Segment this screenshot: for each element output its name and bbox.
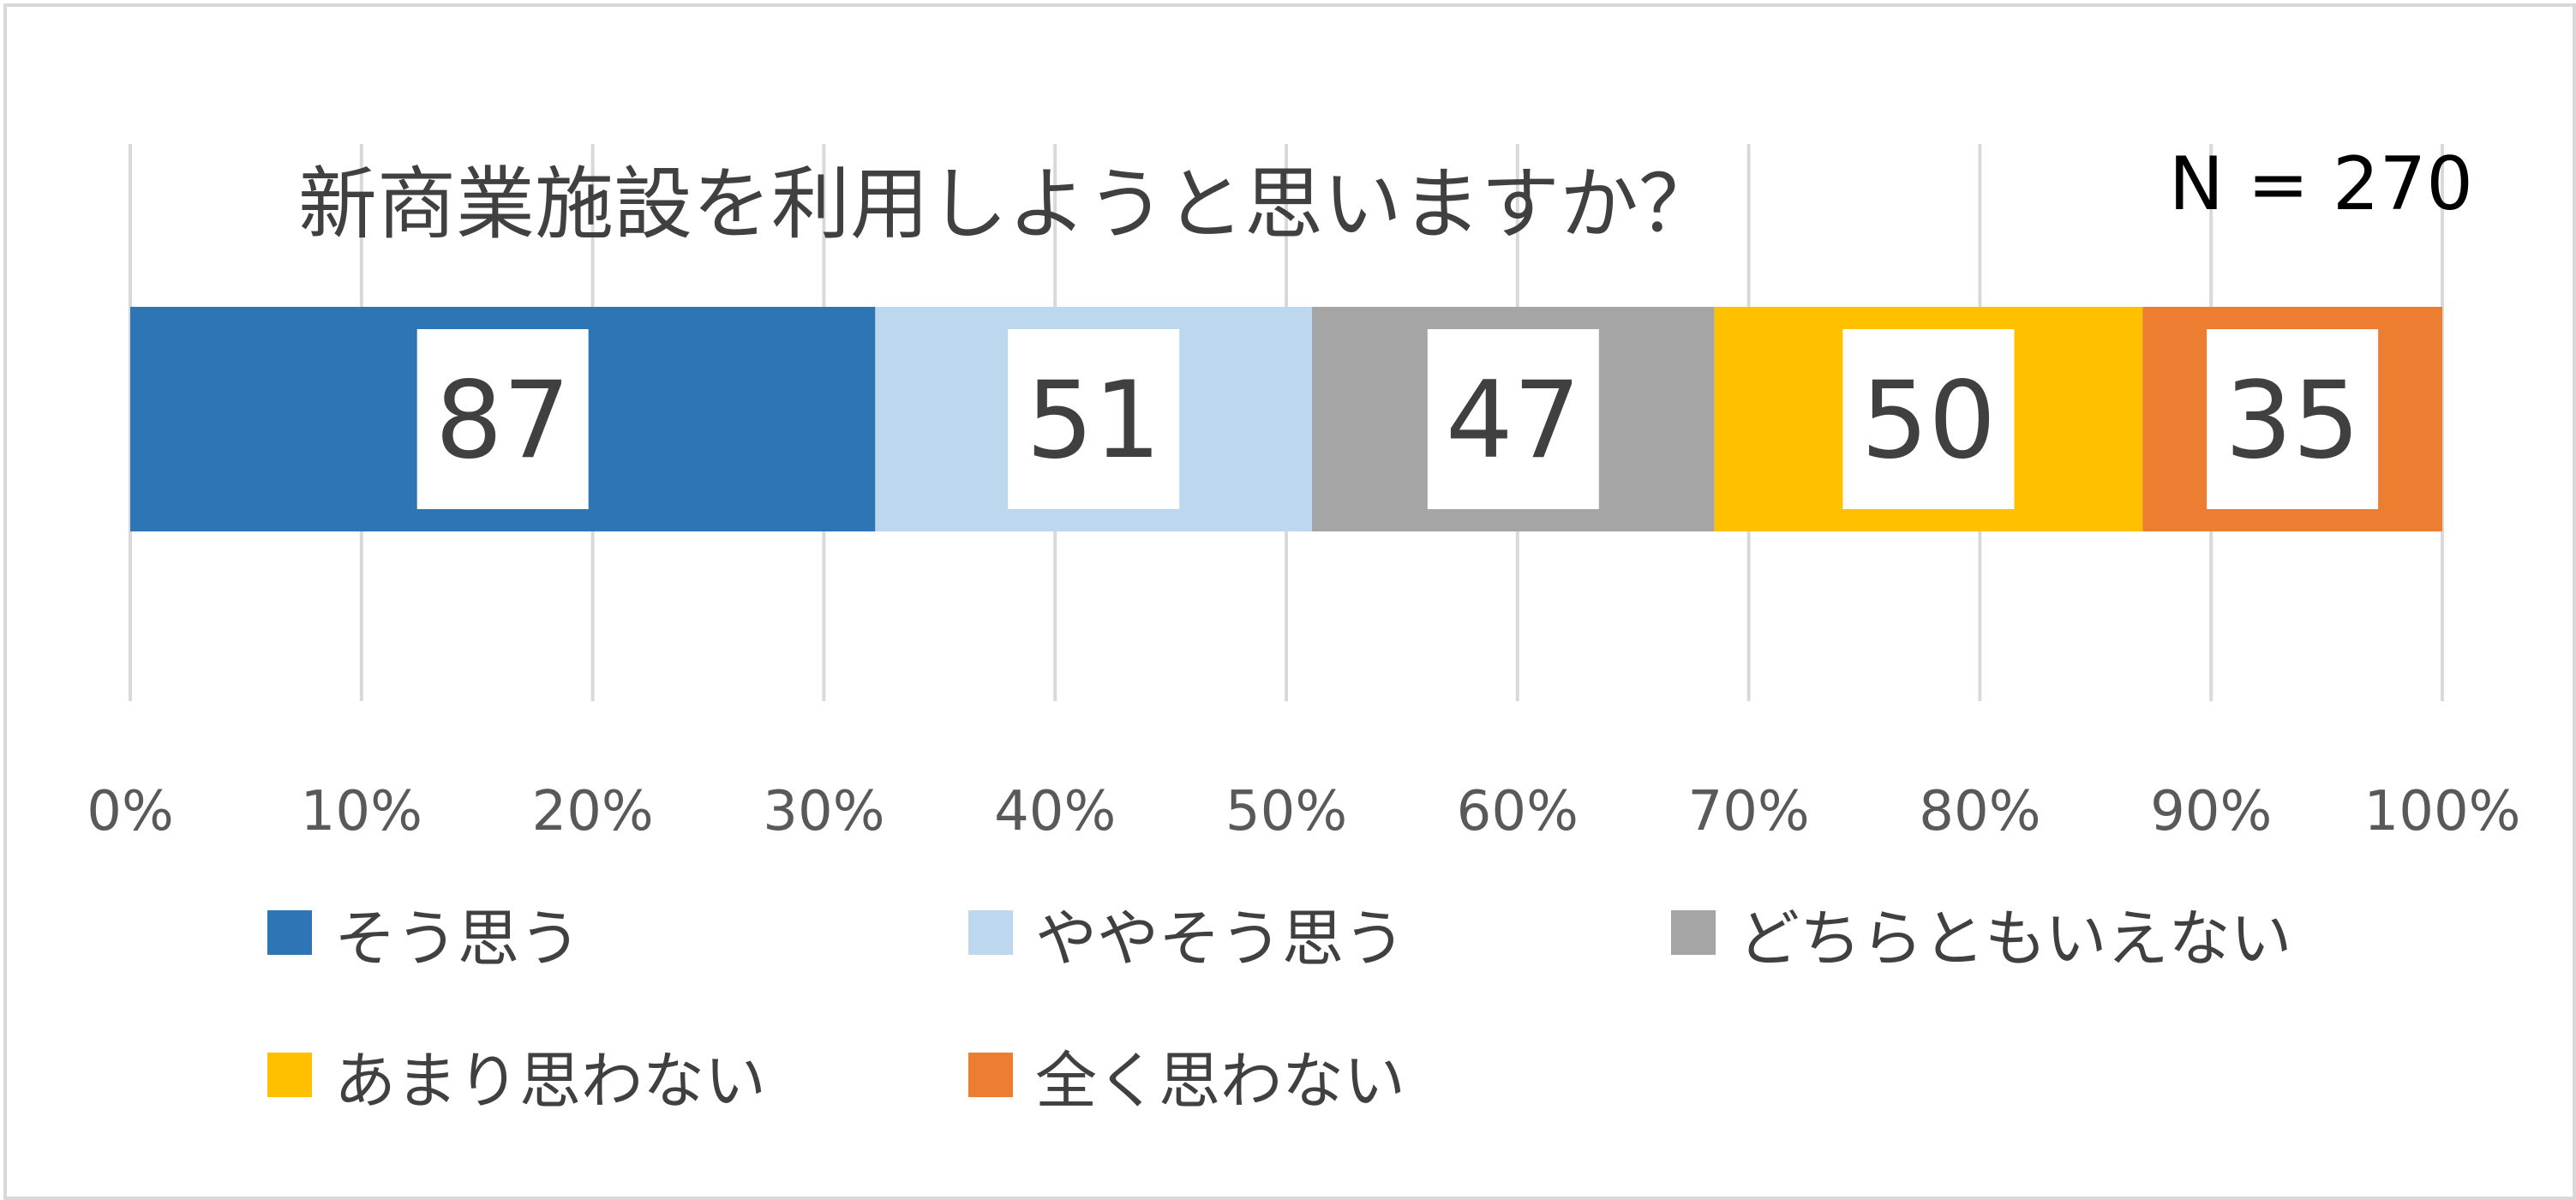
data-label: 47	[1446, 359, 1581, 483]
legend-swatch	[968, 910, 1013, 955]
chart: 87 51 47 50 35 0% 10% 20% 30% 40% 50% 60% 70% 80% 90%…	[87, 141, 2520, 1117]
x-axis-ticks: 0% 10% 20% 30% 40% 50% 60% 70% 80% 90% 100%	[87, 780, 2520, 843]
x-tick-label: 40%	[994, 780, 1116, 843]
legend-label: ややそう思う	[1035, 903, 1405, 975]
x-tick-label: 70%	[1687, 780, 1809, 843]
x-tick-label: 60%	[1457, 780, 1579, 843]
data-label-box	[1427, 329, 1599, 509]
x-tick-label: 20%	[531, 780, 653, 843]
x-tick-label: 100%	[2364, 780, 2521, 843]
sample-size-label: N = 270	[2169, 141, 2473, 227]
legend-swatch	[267, 910, 312, 955]
data-label-box	[416, 329, 589, 509]
data-label: 87	[435, 359, 571, 483]
x-tick-label: 80%	[1919, 780, 2040, 843]
data-label: 51	[1026, 359, 1161, 483]
legend-label: 全く思わない	[1035, 1045, 1405, 1117]
legend-label: そう思う	[334, 903, 581, 975]
chart-title: 新商業施設を利用しようと思いますか？	[298, 159, 1717, 250]
x-tick-label: 90%	[2150, 780, 2272, 843]
data-label: 35	[2225, 359, 2360, 483]
chart-frame: 87 51 47 50 35 0% 10% 20% 30% 40% 50% 60% 70% 80% 90%…	[3, 3, 2576, 1200]
legend-swatch	[968, 1053, 1013, 1097]
legend-label: どちらともいえない	[1738, 903, 2292, 975]
legend-swatch	[1671, 910, 1716, 955]
data-label-box	[2207, 329, 2379, 509]
data-label-box	[1008, 329, 1180, 509]
x-tick-label: 50%	[1225, 780, 1347, 843]
x-tick-label: 30%	[763, 780, 884, 843]
x-tick-label: 10%	[301, 780, 422, 843]
data-label: 50	[1861, 359, 1997, 483]
legend-label: あまり思わない	[334, 1045, 766, 1117]
legend-swatch	[267, 1053, 312, 1097]
stacked-bar: 87 51 47 50 35	[130, 307, 2442, 531]
x-tick-label: 0%	[87, 780, 174, 843]
data-label-box	[1842, 329, 2015, 509]
